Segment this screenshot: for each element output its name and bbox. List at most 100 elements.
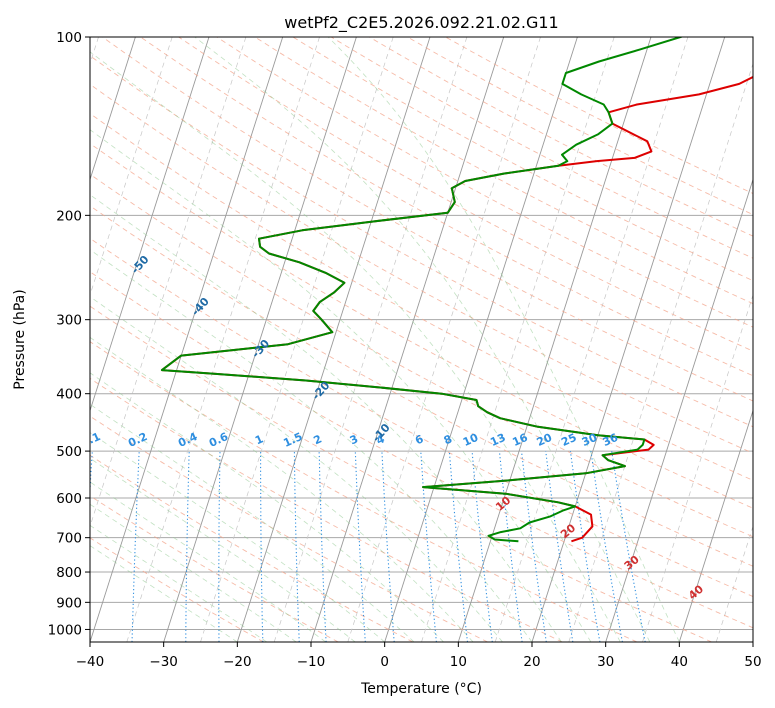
moist-adiabat <box>90 129 592 642</box>
isotherm-line <box>236 37 431 642</box>
x-tick-label: −40 <box>76 654 105 670</box>
moist-adiabat <box>90 403 415 642</box>
moist-adiabat <box>90 524 268 642</box>
plot-frame <box>89 36 754 643</box>
skewed-isotherms <box>90 37 753 642</box>
dry-adiabat <box>90 454 414 642</box>
y-tick-label: 100 <box>56 30 82 46</box>
mixing-ratio-label: 25 <box>559 431 578 449</box>
y-axis-label: Pressure (hPa) <box>12 289 28 389</box>
moist-adiabat <box>90 249 533 642</box>
isotherm-dashed-line <box>494 37 689 642</box>
moist-adiabat <box>90 432 385 642</box>
dashed-isotherms <box>90 37 753 642</box>
mixing-ratio-label: 30 <box>580 431 600 449</box>
isotherm-dashed-line <box>126 37 320 642</box>
x-tick-label: 40 <box>671 654 688 670</box>
x-tick-label: −30 <box>149 654 178 670</box>
dry-adiabat <box>90 271 753 629</box>
isotherm-line <box>163 37 357 642</box>
isotherm-line <box>605 178 753 642</box>
isotherm-dashed-line <box>273 37 468 642</box>
dry-adiabat <box>178 37 753 352</box>
mixing-ratio-line-13 <box>498 451 523 642</box>
dry-adiabat <box>90 305 712 642</box>
isotherm-line <box>531 37 726 642</box>
mixing-ratio-label: 36 <box>601 431 621 449</box>
x-axis-ticks: −40 −30 −20 −10 0 10 20 30 40 50 <box>76 642 762 670</box>
y-tick-label: 300 <box>56 313 82 329</box>
mixing-ratio-label: 16 <box>510 431 530 449</box>
mixing-ratio-line-2 <box>318 451 327 642</box>
y-tick-label: 400 <box>56 387 82 403</box>
x-tick-label: 30 <box>597 654 614 670</box>
dry-adiabat <box>102 37 753 402</box>
isotherm-dashed-line <box>347 37 541 642</box>
isotherm-line <box>90 37 136 182</box>
x-tick-label: 20 <box>523 654 540 670</box>
series-dewpoint-line <box>160 37 684 543</box>
y-tick-label: 600 <box>56 491 82 507</box>
mixing-ratio-label: 13 <box>488 431 507 449</box>
mixing-ratio-line-0.2 <box>131 451 140 642</box>
dry-adiabat <box>254 37 753 305</box>
mixing-ratio-line-4 <box>381 451 395 642</box>
dry-adiabat <box>90 205 753 567</box>
isotherm-line <box>384 37 578 642</box>
moist-adiabat <box>327 37 680 642</box>
isotherm-line <box>310 37 505 642</box>
x-tick-label: −10 <box>297 654 326 670</box>
moist-adiabat <box>194 37 651 642</box>
moist-adiabat <box>90 503 297 642</box>
isotherm-line <box>90 37 284 642</box>
dry-adiabat <box>90 173 753 538</box>
y-tick-label: 200 <box>56 208 82 224</box>
x-tick-label: 0 <box>380 654 389 670</box>
isotherm-line <box>457 37 652 642</box>
mixing-ratio-label: 20 <box>535 431 555 449</box>
moist-adiabat <box>90 457 356 642</box>
y-axis-ticks: 100 200 300 400 500 600 700 800 900 1000 <box>48 30 90 638</box>
mixing-ratio-label: 10 <box>461 431 481 449</box>
moist-adiabat <box>90 481 326 642</box>
mixing-ratio-line-1 <box>260 451 264 642</box>
y-tick-label: 500 <box>56 444 82 460</box>
moist-adiabat <box>90 372 444 642</box>
isotherm-dashed-line <box>90 37 247 528</box>
moist-adiabat <box>90 296 503 642</box>
mixing-ratio-line-1.5 <box>293 451 300 642</box>
chart-title: wetPf2_C2E5.2026.092.21.02.G11 <box>284 13 558 33</box>
dry-adiabat <box>90 112 753 481</box>
isotherm-dashed-line <box>642 293 753 642</box>
x-axis-label: Temperature (°C) <box>360 681 482 697</box>
moist-adiabat <box>90 51 621 642</box>
y-tick-label: 800 <box>56 565 82 581</box>
dry-adiabat <box>407 37 753 216</box>
isotherm-dashed-line <box>200 37 394 642</box>
y-tick-label: 700 <box>56 531 82 547</box>
mixing-ratio-line-30 <box>590 451 623 642</box>
isotherm-dashed-line <box>421 37 615 642</box>
mixing-ratio-line-36 <box>611 451 646 642</box>
mixing-ratio-line-3 <box>354 451 366 642</box>
mixing-ratio-line-6 <box>420 451 437 642</box>
isotherm-line <box>678 409 753 642</box>
dry-adiabat <box>369 37 753 237</box>
x-tick-label: 50 <box>744 654 761 670</box>
dry-adiabat <box>90 237 753 598</box>
dry-adiabat <box>90 83 753 454</box>
mixing-ratio-line-8 <box>448 451 469 642</box>
x-tick-label: −20 <box>223 654 252 670</box>
isotherm-line <box>90 37 210 413</box>
mixing-ratio-line-20 <box>545 451 574 642</box>
moist-adiabat <box>90 545 238 642</box>
y-tick-label: 900 <box>56 595 82 611</box>
sounding-series <box>160 37 753 543</box>
y-tick-label: 1000 <box>48 622 82 638</box>
dry-adiabat <box>90 55 753 428</box>
mixing-ratio-line-0.4 <box>185 451 190 642</box>
isotherm-dashed-line <box>568 62 753 642</box>
mixing-ratio-line-0.6 <box>218 451 221 642</box>
